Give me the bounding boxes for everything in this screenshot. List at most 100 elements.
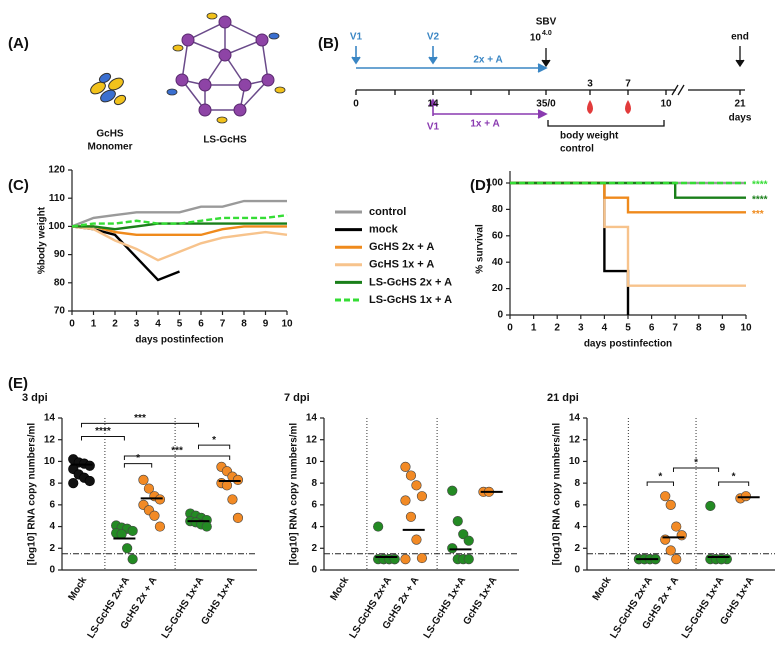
timeline-label: 2x + A	[473, 55, 502, 66]
category-label: LS-GcHS 1x+A	[422, 575, 469, 640]
y-tick-label: 2	[311, 543, 317, 554]
data-point	[405, 470, 417, 481]
timeline-tick: 10	[660, 99, 672, 110]
legend-label: LS-GcHS 2x + A	[369, 276, 452, 288]
x-tick-label: 9	[720, 323, 726, 334]
data-point	[411, 480, 422, 491]
significance-label: *	[694, 458, 698, 469]
y-tick-label: 6	[49, 499, 55, 510]
data-point	[671, 521, 682, 532]
significance: ****	[752, 180, 768, 191]
monomer-label: GcHS	[96, 129, 124, 140]
legend-label: LS-GcHS 1x + A	[369, 294, 452, 306]
data-point	[389, 554, 400, 565]
data-point	[447, 543, 458, 554]
y-tick-label: 14	[44, 413, 56, 424]
x-tick-label: 7	[220, 319, 226, 330]
y-tick-label: 12	[44, 434, 56, 445]
significance-bracket	[123, 455, 231, 460]
y-tick-label: 8	[574, 478, 580, 489]
data-point	[232, 512, 244, 523]
x-tick-label: 10	[740, 323, 752, 334]
data-point	[452, 516, 463, 527]
x-tick-label: 3	[578, 323, 584, 334]
timeline-label: body weight	[560, 131, 619, 142]
category-label: LS-GcHS 2x+A	[348, 575, 395, 640]
category-label: LS-GcHS 1x+A	[680, 575, 727, 640]
x-tick-label: 6	[198, 319, 204, 330]
timeline-label: V2	[427, 32, 440, 43]
significance-bracket	[81, 435, 125, 441]
data-point	[149, 510, 160, 521]
timeline-label: SBV	[536, 17, 557, 28]
x-tick-label: 10	[281, 319, 293, 330]
timeline	[355, 46, 745, 127]
y-tick-label: 0	[497, 310, 503, 321]
blue-arrows	[351, 46, 548, 73]
data-point	[665, 545, 676, 556]
y-tick-label: 8	[311, 478, 317, 489]
data-point	[463, 535, 474, 546]
data-point	[458, 529, 469, 540]
timeline-tick: 21	[734, 99, 746, 110]
y-tick-label: 4	[574, 521, 580, 532]
x-tick-label: 8	[241, 319, 247, 330]
category-label: Mock	[591, 575, 614, 603]
y-tick-label: 12	[306, 434, 318, 445]
data-point	[463, 554, 474, 565]
y-tick-label: 10	[306, 456, 318, 467]
y-tick-label: 12	[569, 434, 581, 445]
category-label: LS-GcHS 2x+A	[86, 575, 133, 640]
y-axis-label: [log10] RNA copy numbers/ml	[552, 423, 563, 566]
timeline-tick: 0	[353, 99, 359, 110]
y-axis-label: %body weight	[37, 206, 48, 274]
data-point	[122, 543, 133, 554]
x-tick-label: 2	[554, 323, 560, 334]
data-line	[71, 225, 288, 262]
y-tick-label: 6	[311, 499, 317, 510]
data-point	[127, 525, 138, 537]
y-tick-label: 2	[49, 543, 55, 554]
panel-label: (C)	[8, 177, 29, 194]
significance-label: ***	[134, 413, 146, 424]
particle-label: LS-GcHS	[203, 135, 247, 146]
significance-bracket	[646, 481, 674, 487]
data-line	[71, 213, 288, 228]
data-point	[84, 460, 95, 471]
data-point	[660, 534, 671, 545]
significance-bracket	[198, 444, 231, 450]
x-tick-label: 1	[531, 323, 537, 334]
legend-label: mock	[369, 224, 399, 236]
data-point	[411, 534, 422, 545]
y-tick-label: 0	[311, 565, 317, 576]
timeline-label: end	[731, 32, 749, 43]
y-axis-label: [log10] RNA copy numbers/ml	[27, 423, 38, 566]
x-tick-label: 0	[507, 323, 513, 334]
panel-label: (A)	[8, 35, 29, 52]
y-tick-label: 80	[492, 204, 504, 215]
data-point	[84, 475, 95, 487]
x-axis-label: days postinfection	[135, 335, 223, 346]
significance-label: *	[136, 453, 140, 464]
y-tick-label: 70	[54, 306, 66, 317]
panel-label: (B)	[318, 35, 339, 52]
y-tick-label: 10	[44, 456, 56, 467]
x-tick-label: 7	[672, 323, 678, 334]
significance-bracket	[123, 463, 153, 468]
x-tick-label: 8	[696, 323, 702, 334]
data-point	[68, 478, 79, 489]
data-point	[127, 554, 138, 565]
significance: ***	[752, 209, 764, 220]
timeline-tick: 35/0	[536, 99, 556, 110]
y-axis-label: [log10] RNA copy numbers/ml	[289, 423, 300, 566]
blood-drop	[625, 100, 631, 114]
timeline-label: days	[729, 113, 752, 124]
data-point	[400, 495, 411, 506]
x-tick-label: 5	[625, 323, 631, 334]
y-tick-label: 100	[486, 178, 503, 189]
chart-title: 3 dpi	[22, 392, 48, 404]
timeline-label: 1x + A	[470, 119, 499, 130]
data-point	[405, 511, 417, 522]
y-tick-label: 120	[48, 165, 65, 176]
timeline-label: 4.0	[542, 30, 552, 37]
